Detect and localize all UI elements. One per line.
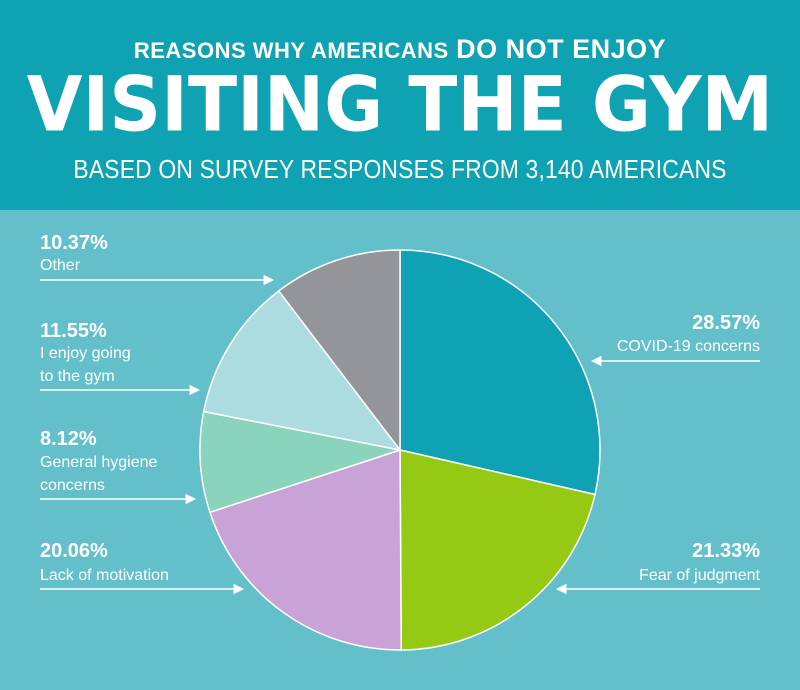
pre-title-part-b: DO NOT ENJOY	[456, 34, 667, 64]
slice-label-motivation: Lack of motivation	[40, 567, 169, 584]
pie-slice-general-hygiene-concerns	[199, 410, 401, 514]
pre-title-part-a: REASONS WHY AMERICANS	[133, 38, 449, 63]
pie-slice-covid-19-concerns	[399, 249, 601, 496]
slice-label-hygiene-2: concerns	[40, 477, 105, 494]
subtitle: BASED ON SURVEY RESPONSES FROM 3,140 AME…	[73, 154, 727, 184]
pie-slice-i-enjoy-going-to-the-gym	[202, 290, 401, 451]
slice-label-covid: COVID-19 concerns	[617, 338, 760, 355]
pie-slice-fear-of-judgment	[399, 449, 596, 651]
slice-pct-hygiene: 8.12%	[40, 428, 97, 450]
slice-label-enjoy-2: to the gym	[40, 368, 115, 385]
pie-slice-other	[277, 249, 401, 451]
slice-label-other: Other	[40, 257, 81, 274]
slice-pct-motivation: 20.06%	[40, 540, 108, 562]
page-title: VISITING THE GYM	[26, 59, 774, 149]
slice-pct-judgment: 21.33%	[692, 540, 760, 562]
slice-pct-covid: 28.57%	[692, 312, 760, 334]
slice-pct-enjoy: 11.55%	[40, 320, 107, 342]
pie-slice-lack-of-motivation	[209, 449, 403, 651]
slice-pct-other: 10.37%	[40, 232, 108, 254]
slice-label-judgment: Fear of judgment	[639, 567, 761, 584]
slice-label-hygiene-1: General hygiene	[40, 454, 158, 471]
pre-title: REASONS WHY AMERICANS DO NOT ENJOY	[0, 34, 800, 65]
pie-slices	[199, 249, 601, 651]
slice-label-enjoy-1: I enjoy going	[40, 345, 131, 362]
header-banner: REASONS WHY AMERICANS DO NOT ENJOY VISIT…	[0, 0, 800, 210]
